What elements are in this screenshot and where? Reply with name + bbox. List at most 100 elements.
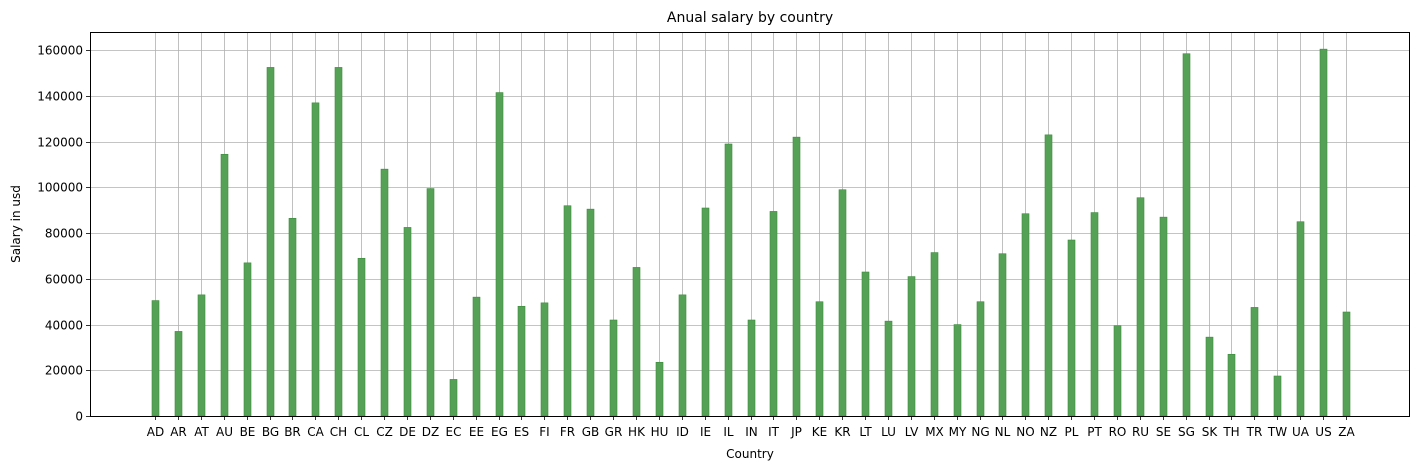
bar-ch: [334, 67, 343, 417]
x-tick-label: NO: [1016, 425, 1034, 439]
bar-ru: [1136, 197, 1145, 417]
x-tick-label: NZ: [1040, 425, 1057, 439]
bar-us: [1319, 48, 1328, 417]
bar-ie: [701, 207, 710, 417]
chart-title: Anual salary by country: [667, 10, 833, 26]
bar-ro: [1113, 325, 1122, 417]
x-tick-label: HU: [651, 425, 669, 439]
x-tick-label: RU: [1132, 425, 1149, 439]
x-axis-ticks: AD AR AT AU BE BG BR CA CH CL CZ DE DZ EC EE EG ES FI FR GB…: [147, 416, 1356, 439]
x-tick-label: GR: [605, 425, 623, 439]
x-tick-label: GB: [582, 425, 600, 439]
x-tick-label: UA: [1292, 425, 1310, 439]
bar-th: [1227, 353, 1236, 417]
bar-no: [1021, 213, 1030, 417]
x-tick-label: IT: [768, 425, 780, 439]
x-tick-label: ZA: [1338, 425, 1355, 439]
bar-kr: [838, 189, 847, 417]
bar-es: [517, 305, 526, 417]
bar-it: [769, 211, 778, 417]
bar-ee: [472, 296, 481, 417]
bar-ec: [449, 379, 458, 417]
bar-tr: [1250, 307, 1259, 417]
x-axis-label: Country: [726, 447, 774, 461]
x-tick-label: CZ: [376, 425, 393, 439]
x-tick-label: US: [1315, 425, 1331, 439]
bar-pt: [1090, 212, 1099, 417]
bar-ar: [174, 331, 183, 417]
x-tick-label: FR: [560, 425, 575, 439]
x-tick-label: LT: [859, 425, 872, 439]
x-tick-label: RO: [1109, 425, 1127, 439]
x-tick-label: SE: [1156, 425, 1171, 439]
y-axis-label: Salary in usd: [9, 185, 23, 263]
x-tick-label: AU: [216, 425, 233, 439]
bar-ng: [976, 301, 985, 417]
bar-cl: [357, 257, 366, 417]
y-tick-label: 0: [75, 410, 83, 424]
y-tick-label: 60000: [45, 273, 83, 287]
x-tick-label: BE: [240, 425, 256, 439]
bar-lu: [884, 320, 893, 417]
x-tick-label: CA: [307, 425, 324, 439]
y-tick-label: 140000: [37, 90, 83, 104]
x-tick-label: NL: [995, 425, 1011, 439]
x-tick-label: AT: [194, 425, 209, 439]
bar-in: [747, 319, 756, 417]
x-tick-label: LU: [881, 425, 896, 439]
y-tick-label: 20000: [45, 364, 83, 378]
x-tick-label: FI: [539, 425, 549, 439]
x-tick-label: DE: [399, 425, 416, 439]
x-tick-label: IL: [723, 425, 734, 439]
y-axis-ticks: 0 20000 40000 60000 80000 100000 120000 140000 1…: [37, 44, 90, 424]
bar-gr: [609, 319, 618, 417]
bar-se: [1159, 216, 1168, 417]
x-tick-label: AR: [170, 425, 187, 439]
x-tick-label: TW: [1267, 425, 1287, 439]
bar-pl: [1067, 239, 1076, 417]
bar-lt: [861, 271, 870, 417]
bar-il: [724, 143, 733, 417]
bar-nl: [998, 253, 1007, 417]
x-tick-label: CH: [330, 425, 347, 439]
x-tick-label: KE: [812, 425, 827, 439]
bar-lv: [907, 276, 916, 417]
x-tick-label: EG: [491, 425, 508, 439]
bar-dz: [426, 188, 435, 417]
bar-be: [243, 262, 252, 417]
bar-eg: [495, 92, 504, 417]
bar-cz: [380, 168, 389, 417]
bar-ad: [151, 300, 160, 417]
bar-bg: [266, 67, 275, 417]
x-tick-label: NG: [971, 425, 989, 439]
x-tick-label: SK: [1202, 425, 1219, 439]
x-tick-label: EC: [446, 425, 462, 439]
x-tick-label: MX: [925, 425, 944, 439]
bar-za: [1342, 311, 1351, 417]
bar-hk: [632, 267, 641, 417]
y-tick-label: 120000: [37, 136, 83, 150]
bar-my: [953, 324, 962, 417]
bar-gb: [586, 208, 595, 417]
x-tick-label: SG: [1178, 425, 1195, 439]
x-tick-label: KR: [834, 425, 850, 439]
bar-fi: [540, 302, 549, 417]
x-tick-label: HK: [628, 425, 646, 439]
x-tick-label: LV: [905, 425, 919, 439]
y-tick-label: 160000: [37, 44, 83, 58]
plot-frame: [90, 32, 1410, 417]
bar-jp: [792, 136, 801, 417]
x-tick-label: JP: [790, 425, 802, 439]
bar-br: [288, 217, 297, 417]
bar-ke: [815, 301, 824, 417]
bars: [151, 48, 1351, 417]
x-tick-label: IE: [700, 425, 711, 439]
x-tick-label: TR: [1246, 425, 1263, 439]
x-tick-label: MY: [949, 425, 967, 439]
x-tick-label: PL: [1065, 425, 1079, 439]
x-tick-label: ES: [514, 425, 529, 439]
bar-id: [678, 294, 687, 417]
x-tick-label: IN: [745, 425, 758, 439]
bar-ca: [311, 102, 320, 417]
